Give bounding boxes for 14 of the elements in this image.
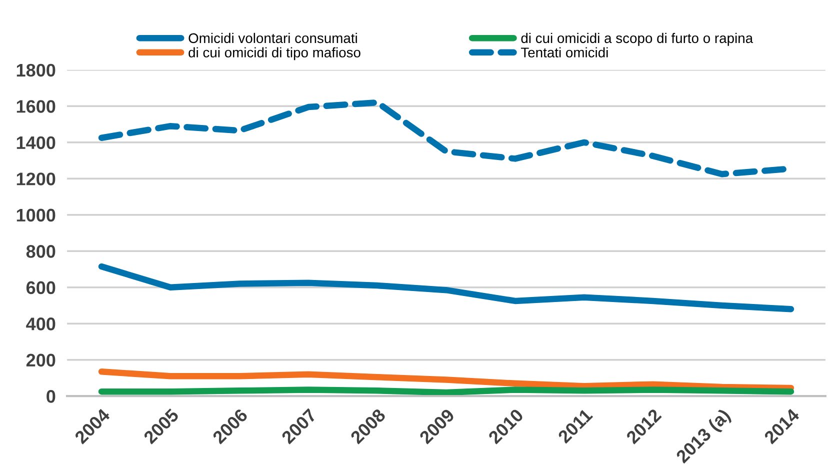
legend-label: di cui omicidi a scopo di furto o rapina [521, 32, 754, 46]
y-tick-label: 600 [26, 281, 56, 294]
y-tick-label: 1200 [16, 172, 56, 186]
legend-label: Tentati omicidi [520, 47, 608, 58]
y-tick-label: 1600 [16, 100, 56, 113]
y-tick-label: 0 [46, 390, 56, 403]
y-tick-label: 800 [26, 245, 56, 258]
y-tick-label: 1800 [16, 64, 56, 77]
legend-label: Omicidi volontari consumati [188, 32, 357, 44]
legend-label: di cui omicidi di tipo mafioso [188, 47, 360, 60]
y-tick-label: 200 [26, 354, 56, 367]
y-tick-label: 400 [26, 318, 56, 330]
y-tick-label: 1000 [16, 208, 56, 222]
y-tick-label: 1400 [16, 136, 56, 150]
